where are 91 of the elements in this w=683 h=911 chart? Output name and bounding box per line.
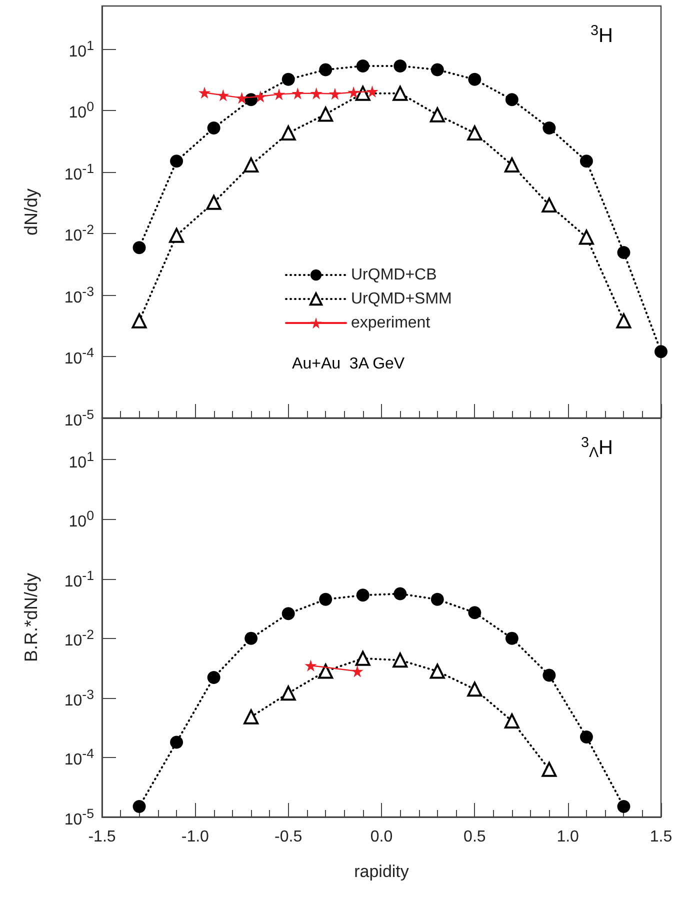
point: [169, 228, 184, 243]
y-tick-label: 10$^{-2}$: [64, 222, 94, 245]
point: [132, 241, 146, 254]
point: [328, 88, 341, 100]
point: [542, 668, 556, 682]
point: [244, 709, 259, 724]
point: [468, 606, 482, 620]
point: [217, 89, 230, 102]
point: [348, 86, 360, 98]
x-tick-label: -0.5: [274, 828, 302, 846]
x-tick-label: -1.0: [181, 828, 210, 846]
x-tick-label: -1.5: [88, 828, 116, 846]
point: [392, 86, 408, 101]
point: [132, 800, 146, 814]
y-tick-label: 10$^{-1}$: [64, 160, 94, 184]
point: [280, 686, 296, 701]
x-tick-label: 1.5: [650, 828, 672, 846]
x-tick-label: 0.5: [464, 828, 486, 846]
legend-label: UrQMD+SMM: [351, 290, 452, 308]
y-tick-label: 10$^{-1}$: [64, 568, 94, 590]
point: [356, 59, 370, 72]
point: [170, 154, 184, 168]
y-tick-label: 10$^{-4}$: [64, 746, 94, 769]
y-tick-label: 10$^{0}$: [68, 99, 94, 122]
point: [318, 664, 334, 679]
point: [170, 736, 184, 749]
point: [430, 664, 445, 679]
point: [207, 121, 220, 134]
y-tick-label: 10$^{-3}$: [64, 284, 94, 306]
point: [504, 157, 520, 172]
point: [319, 63, 332, 76]
y-tick-label: 10$^{-2}$: [64, 627, 94, 650]
point: [282, 607, 295, 620]
point: [273, 88, 286, 100]
point: [394, 59, 407, 72]
point: [244, 157, 259, 172]
point: [319, 592, 332, 606]
point: [542, 121, 556, 134]
y-axis-title: dN/dy: [21, 188, 41, 236]
point: [244, 632, 258, 645]
point: [580, 154, 593, 168]
legend-label: experiment: [351, 314, 431, 332]
point: [654, 345, 668, 358]
y-tick-label: 10$^{1}$: [68, 448, 94, 471]
y-tick-label: 10$^{-3}$: [64, 686, 94, 710]
y-tick-label: 10$^{1}$: [68, 38, 94, 60]
y-tick-label: 10$^{-5}$: [64, 806, 94, 828]
point: [580, 730, 593, 744]
point: [207, 670, 220, 684]
point: [504, 713, 520, 728]
point: [505, 632, 518, 645]
point: [282, 72, 295, 86]
point: [318, 106, 334, 122]
point: [206, 194, 222, 210]
x-tick-label: 0.0: [370, 828, 393, 846]
point: [236, 92, 248, 104]
point: [542, 762, 557, 777]
y-tick-label: 10$^{-5}$: [64, 407, 94, 430]
y-axis-title: B.R.*dN/dy: [21, 572, 41, 662]
point: [366, 85, 378, 98]
point: [198, 86, 210, 99]
point: [292, 87, 304, 100]
legend-label: UrQMD+CB: [351, 266, 437, 284]
point: [430, 63, 444, 76]
point: [468, 72, 482, 86]
point: [617, 800, 630, 814]
point: [356, 588, 370, 602]
point: [355, 650, 370, 666]
point: [617, 246, 630, 260]
point: [254, 90, 266, 102]
y-tick-label: 10$^{-4}$: [64, 345, 94, 368]
point: [351, 665, 364, 678]
y-tick-label: 10$^{0}$: [68, 508, 94, 531]
annotation: Au+Au 3A GeV: [292, 356, 405, 372]
point: [542, 198, 557, 213]
x-axis-title: rapidity: [354, 862, 410, 881]
point: [467, 682, 482, 697]
point: [578, 230, 594, 245]
x-tick-label: 1.0: [556, 828, 580, 846]
point: [132, 313, 147, 328]
point: [430, 592, 444, 606]
point: [505, 93, 518, 106]
point: [355, 86, 370, 101]
point: [616, 313, 632, 328]
point: [467, 126, 482, 141]
point: [394, 587, 407, 600]
point: [392, 652, 408, 668]
point: [430, 107, 445, 122]
point: [304, 659, 317, 672]
point: [280, 126, 296, 141]
point: [310, 87, 322, 100]
